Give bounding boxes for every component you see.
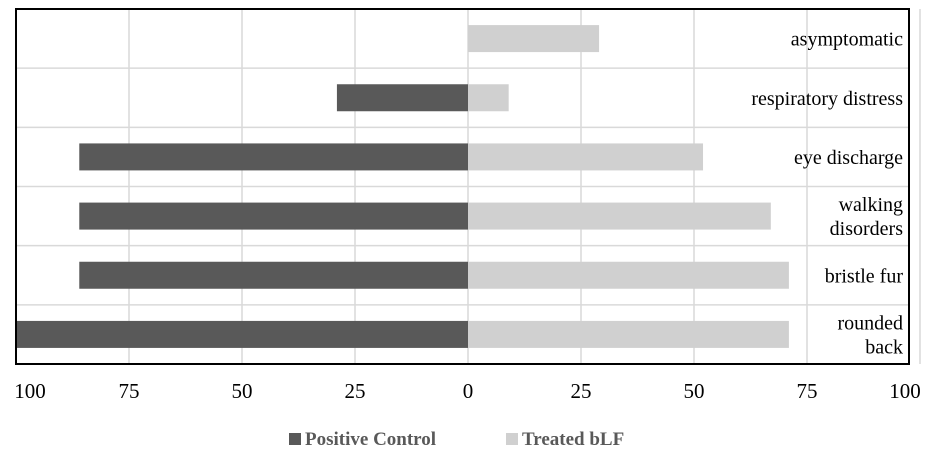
legend-label: Positive Control	[305, 429, 436, 450]
plot-frame	[15, 8, 910, 365]
x-tick-label: 0	[463, 379, 474, 403]
bar-positive-control	[16, 320, 468, 348]
bar-treated-blf	[468, 261, 789, 289]
category-label: eye discharge	[794, 147, 903, 169]
category-label: disorders	[830, 218, 904, 240]
x-tick-label: 100	[14, 379, 46, 403]
category-label: back	[865, 336, 903, 358]
category-label: asymptomatic	[791, 29, 903, 51]
bar-treated-blf	[468, 320, 789, 348]
x-tick-label: 50	[684, 379, 705, 403]
x-tick-label: 75	[119, 379, 140, 403]
legend-label: Treated bLF	[522, 429, 624, 450]
category-label: bristle fur	[825, 265, 904, 287]
legend: Positive Control Treated bLF	[289, 429, 624, 450]
legend-swatch	[506, 433, 518, 445]
bar-treated-blf	[468, 143, 704, 171]
x-tick-label: 100	[889, 379, 921, 403]
x-tick-label: 25	[345, 379, 366, 403]
category-separators	[16, 67, 909, 306]
x-tick-label: 75	[797, 379, 818, 403]
bar-treated-blf	[468, 84, 509, 112]
legend-swatch	[289, 433, 301, 445]
bar-positive-control	[79, 261, 468, 289]
category-labels: asymptomatic respiratory distress eye disc…	[751, 29, 903, 359]
category-label: rounded	[837, 312, 903, 334]
x-tick-label: 25	[571, 379, 592, 403]
bar-positive-control	[79, 143, 468, 171]
bar-positive-control	[336, 84, 468, 112]
category-label: respiratory distress	[751, 88, 903, 110]
category-label: walking	[839, 194, 903, 216]
bar-positive-control	[79, 202, 468, 230]
x-tick-label: 50	[232, 379, 253, 403]
bars	[16, 25, 789, 348]
bar-treated-blf	[468, 202, 771, 230]
bar-treated-blf	[468, 25, 600, 53]
x-axis-tick-labels: 100 75 50 25 0 25 50 75 100	[14, 379, 921, 403]
